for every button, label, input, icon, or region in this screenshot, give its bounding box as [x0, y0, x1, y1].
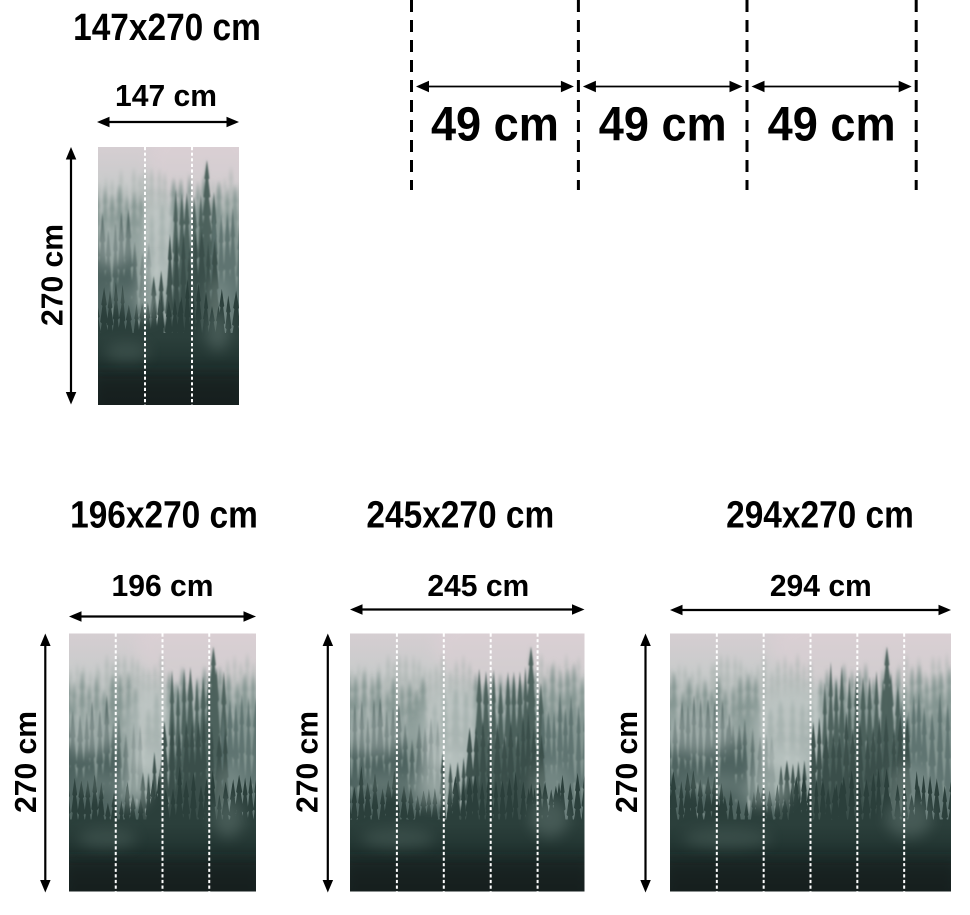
svg-text:294x270 cm: 294x270 cm: [726, 494, 914, 536]
svg-text:270 cm: 270 cm: [290, 711, 325, 813]
svg-text:245x270 cm: 245x270 cm: [366, 494, 554, 536]
svg-text:49 cm: 49 cm: [768, 97, 896, 151]
svg-text:196 cm: 196 cm: [112, 569, 214, 604]
svg-text:294 cm: 294 cm: [770, 569, 872, 604]
svg-text:49 cm: 49 cm: [599, 97, 727, 151]
svg-text:49 cm: 49 cm: [431, 97, 559, 151]
svg-text:270 cm: 270 cm: [9, 711, 44, 813]
svg-text:196x270 cm: 196x270 cm: [70, 494, 258, 536]
svg-text:147x270 cm: 147x270 cm: [73, 6, 261, 48]
svg-text:270 cm: 270 cm: [610, 711, 645, 813]
svg-text:245 cm: 245 cm: [427, 569, 529, 604]
svg-text:147 cm: 147 cm: [115, 79, 217, 114]
svg-text:270 cm: 270 cm: [35, 224, 70, 326]
